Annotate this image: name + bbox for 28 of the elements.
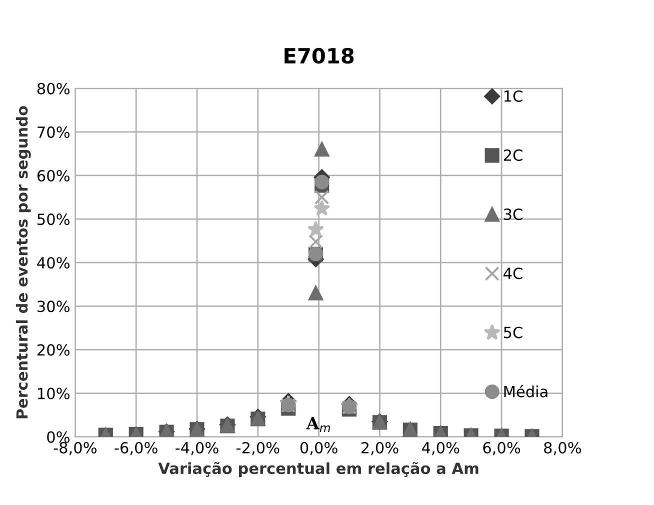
legend-label: 5C [504,326,522,338]
y-tick-label: 40% [37,257,70,269]
legend-label: 1C [504,90,522,102]
x-tick-label: 0,0% [300,442,338,456]
x-axis-title: Variação percentual em relação a Am [158,462,478,478]
x-tick-label: -2,0% [236,442,280,456]
x-tick-label: 8,0% [544,442,582,456]
legend-label: 2C [504,149,522,161]
y-tick-label: 30% [38,300,70,312]
legend-label: 4C [504,268,522,280]
y-tick-label: 60% [37,170,70,182]
legend-label: 3C [504,208,522,220]
y-axis-title: Percentural de eventos por segundo [16,106,31,418]
x-tick-label: 4,0% [422,442,460,456]
y-tick-label: 80% [37,82,70,94]
y-tick-label: 0% [47,431,70,443]
y-tick-label: 20% [38,344,70,356]
y-tick-label: 10% [38,388,70,400]
chart-title: E7018 [284,48,354,64]
x-tick-label: 6,0% [483,442,520,456]
x-tick-label: -8,0% [54,442,97,456]
legend-label: Média [504,384,548,398]
y-tick-label: 50% [38,214,70,226]
annotation: A$_{m}$ [306,417,330,432]
y-tick-label: 70% [38,126,70,138]
x-tick-label: -6,0% [114,442,158,456]
x-tick-label: 2,0% [361,442,398,456]
x-tick-label: -4,0% [176,442,218,456]
